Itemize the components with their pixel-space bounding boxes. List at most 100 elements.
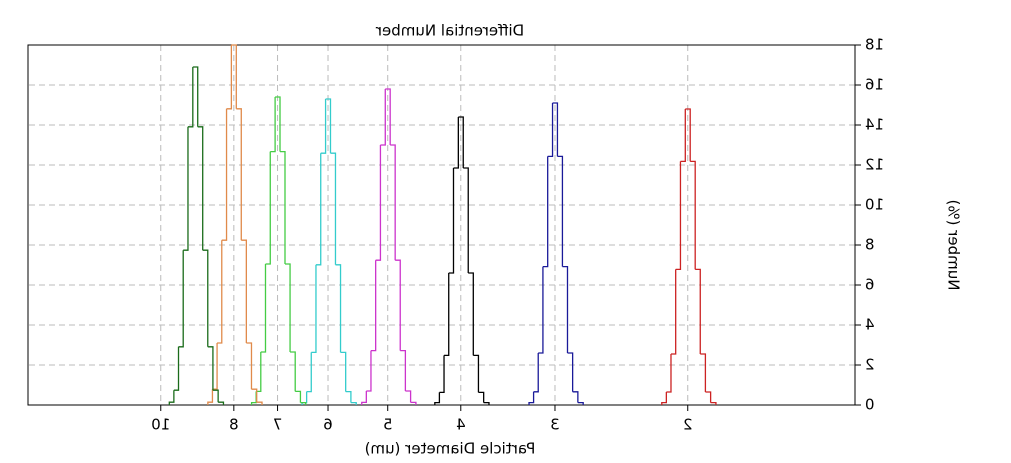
histogram-step: [345, 390, 352, 403]
histogram-step: [251, 388, 258, 403]
histogram-step: [705, 391, 712, 403]
histogram-step: [538, 266, 544, 354]
histogram-step: [212, 389, 219, 403]
histogram-step: [380, 89, 386, 146]
chart-title: Differential Number: [375, 22, 524, 40]
histogram-step: [280, 150, 286, 264]
histogram-step: [231, 44, 237, 109]
histogram-step: [400, 349, 407, 391]
histogram-step: [265, 151, 271, 265]
histogram-step: [577, 401, 584, 405]
histogram-step: [483, 401, 490, 405]
histogram-step: [528, 391, 535, 405]
histogram-step: [315, 153, 322, 266]
histogram-step: [710, 401, 717, 405]
histogram-step: [661, 392, 668, 405]
x-tick-label: 4: [456, 416, 466, 434]
histogram-step: [340, 351, 347, 392]
histogram-step: [567, 352, 574, 392]
histogram-step: [695, 268, 701, 354]
histogram-step: [405, 390, 412, 403]
histogram-step: [290, 351, 296, 392]
y-tick-label: 12: [865, 156, 884, 174]
histogram-step: [241, 239, 247, 343]
histogram-step: [168, 390, 175, 405]
y-tick-label: 4: [865, 316, 875, 334]
histogram-step: [325, 98, 332, 154]
x-tick-label: 2: [683, 416, 693, 434]
histogram-step: [270, 97, 276, 153]
histogram-step: [207, 389, 214, 405]
histogram-step: [547, 103, 554, 158]
histogram-step: [468, 272, 474, 356]
histogram-step: [256, 401, 263, 405]
x-tick-label: 5: [383, 416, 393, 434]
histogram-step: [448, 168, 455, 274]
histogram-step: [562, 265, 569, 353]
histogram-step: [335, 264, 342, 353]
histogram-step: [473, 354, 480, 393]
histogram-step: [202, 249, 209, 347]
histogram-step: [260, 264, 267, 353]
x-tick-label: 10: [151, 416, 170, 434]
histogram-step: [670, 269, 677, 355]
histogram-step: [320, 99, 327, 154]
histogram-step: [700, 353, 707, 392]
histogram-step: [463, 167, 469, 273]
histogram-step: [361, 391, 367, 405]
histogram-step: [542, 156, 549, 268]
histogram-step: [246, 342, 253, 390]
histogram-step: [284, 263, 291, 352]
histogram-step: [218, 401, 225, 405]
y-tick-label: 8: [865, 236, 875, 254]
histogram-step: [370, 260, 377, 352]
histogram-step: [217, 240, 223, 344]
y-tick-label: 2: [865, 356, 875, 374]
histogram-step: [375, 145, 382, 261]
histogram-step: [197, 126, 204, 251]
histogram-step: [434, 392, 441, 405]
histogram-step: [178, 250, 184, 348]
x-tick-label: 8: [229, 416, 239, 434]
histogram-step: [685, 108, 691, 162]
y-tick-label: 14: [865, 116, 884, 134]
histogram-step: [366, 350, 372, 392]
x-tick-label: 6: [323, 416, 333, 434]
histogram-step: [212, 343, 218, 390]
histogram-step: [300, 401, 307, 405]
histogram-step: [690, 160, 696, 270]
y-tick-label: 18: [865, 36, 884, 54]
histogram-step: [666, 354, 672, 393]
x-axis-label: Particle Diameter (um): [365, 440, 536, 458]
histogram-step: [192, 66, 199, 127]
histogram-step: [221, 108, 228, 241]
histogram-step: [410, 401, 417, 405]
histogram-step: [439, 355, 445, 394]
histogram-step: [311, 264, 317, 354]
histogram-step: [295, 390, 302, 403]
histogram-step: [572, 391, 579, 403]
histogram-step: [275, 96, 281, 152]
histogram-step: [350, 401, 357, 405]
x-tick-label: 7: [273, 416, 283, 434]
histogram-step: [173, 346, 180, 391]
histogram-step: [250, 391, 257, 405]
histogram-step: [207, 346, 214, 391]
histogram-step: [458, 116, 464, 168]
histogram-step: [385, 88, 391, 145]
y-axis-label: Number (%): [945, 200, 963, 291]
histogram-step: [557, 155, 564, 267]
y-tick-label: 10: [865, 196, 884, 214]
histogram-step: [680, 109, 686, 163]
x-tick-label: 3: [550, 416, 560, 434]
histogram-step: [236, 108, 242, 241]
histogram-step: [444, 273, 450, 357]
plot-frame: [27, 44, 856, 406]
histogram-step: [390, 144, 396, 261]
y-tick-label: 0: [865, 396, 875, 414]
histogram-step: [256, 352, 262, 393]
histogram-step: [226, 45, 233, 110]
histogram-step: [330, 152, 337, 265]
histogram-step: [675, 161, 682, 271]
